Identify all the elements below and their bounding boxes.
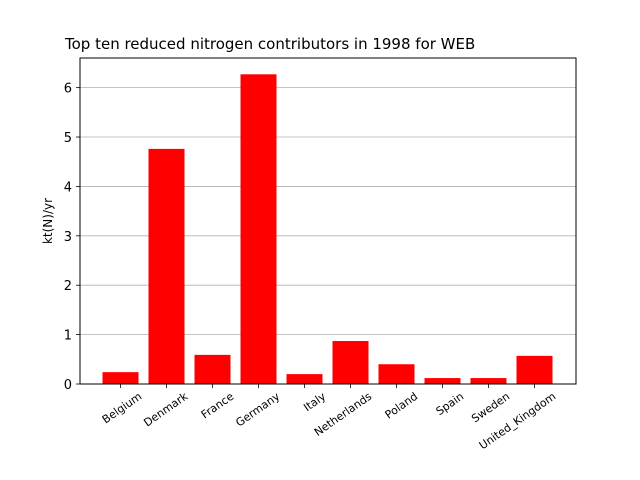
bar-netherlands — [332, 341, 369, 384]
x-tick-label: United_Kingdom — [477, 390, 558, 452]
bar-italy — [286, 374, 323, 384]
bar-spain — [424, 378, 461, 384]
x-tick-label: Germany — [233, 390, 282, 430]
y-tick-label: 2 — [64, 279, 72, 294]
bar-poland — [378, 364, 415, 384]
y-tick-label: 3 — [64, 230, 72, 245]
bar-germany — [240, 74, 277, 385]
bar-denmark — [148, 148, 185, 384]
x-tick-label: Belgium — [100, 390, 144, 427]
x-tick-label: Spain — [434, 390, 467, 418]
y-tick-label: 0 — [64, 378, 72, 393]
y-axis: 0 1 2 3 4 5 6 — [64, 82, 80, 393]
y-tick-label: 4 — [64, 180, 72, 195]
chart-title: Top ten reduced nitrogen contributors in… — [64, 35, 475, 53]
x-tick-label: Denmark — [141, 389, 190, 429]
bars — [102, 74, 553, 385]
x-tick-label: Poland — [383, 390, 421, 422]
bar-united-kingdom — [516, 355, 553, 384]
y-tick-label: 6 — [64, 82, 72, 97]
plot-frame — [79, 57, 577, 385]
x-tick-label: Italy — [301, 390, 328, 415]
bar-france — [194, 354, 231, 384]
y-tick-label: 1 — [64, 329, 72, 344]
y-tick-label: 5 — [64, 131, 72, 146]
y-axis-label: kt(N)/yr — [41, 198, 55, 244]
bar-belgium — [102, 372, 139, 384]
x-tick-label: France — [199, 390, 237, 422]
bar-sweden — [470, 378, 507, 384]
x-tick-label: Sweden — [469, 390, 512, 426]
